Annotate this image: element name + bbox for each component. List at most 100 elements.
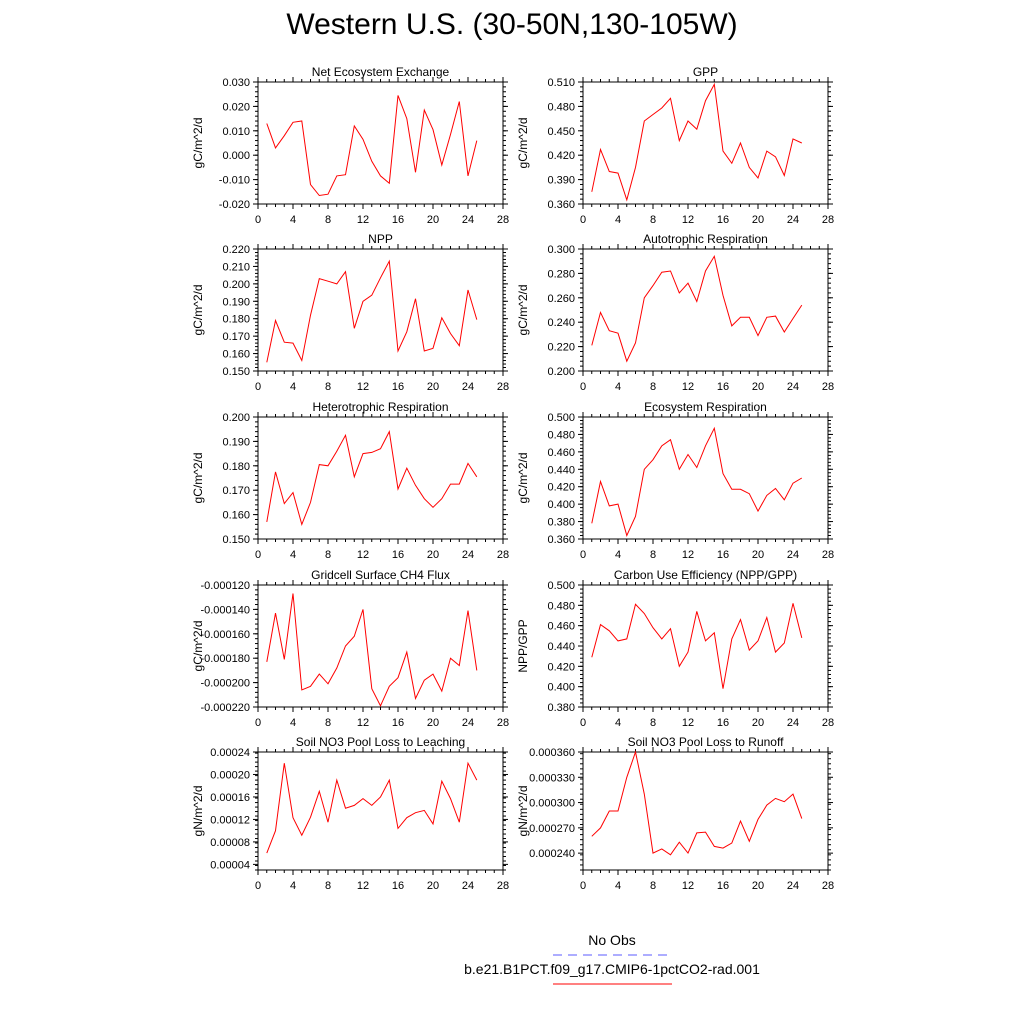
y-tick-label: 0.160 bbox=[222, 349, 250, 361]
x-tick-label: 4 bbox=[615, 880, 621, 892]
x-tick-label: 24 bbox=[787, 717, 799, 729]
x-tick-label: 20 bbox=[427, 717, 439, 729]
x-tick-label: 28 bbox=[822, 549, 834, 561]
x-tick-label: 28 bbox=[497, 880, 509, 892]
x-tick-label: 16 bbox=[392, 717, 404, 729]
y-tick-label: 0.00008 bbox=[210, 837, 250, 849]
x-tick-label: 12 bbox=[682, 880, 694, 892]
y-tick-label: 0.020 bbox=[222, 101, 250, 113]
x-tick-label: 24 bbox=[462, 717, 474, 729]
chart-panel: Soil NO3 Pool Loss to Leaching gN/m^2/d 0 4… bbox=[191, 735, 509, 892]
y-tick-label: 0.010 bbox=[222, 126, 250, 138]
y-tick-label: 0.420 bbox=[547, 661, 575, 673]
panel-title: Soil NO3 Pool Loss to Runoff bbox=[628, 735, 785, 749]
y-tick-label: 0.380 bbox=[547, 517, 575, 529]
plot-frame bbox=[582, 584, 829, 708]
panel-title: GPP bbox=[693, 65, 718, 79]
panel-title: Soil NO3 Pool Loss to Leaching bbox=[296, 735, 465, 749]
y-tick-label: 0.240 bbox=[547, 317, 575, 329]
y-axis-label: gN/m^2/d bbox=[191, 786, 205, 837]
x-tick-label: 0 bbox=[580, 880, 586, 892]
figure-title: Western U.S. (30-50N,130-105W) bbox=[286, 8, 738, 41]
x-tick-label: 4 bbox=[290, 549, 296, 561]
x-tick-label: 8 bbox=[325, 381, 331, 393]
x-tick-label: 12 bbox=[357, 381, 369, 393]
x-tick-label: 24 bbox=[462, 549, 474, 561]
x-tick-label: 12 bbox=[357, 717, 369, 729]
y-axis-label: gC/m^2/d bbox=[516, 285, 530, 336]
y-axis-label: gC/m^2/d bbox=[191, 621, 205, 672]
y-tick-label: 0.360 bbox=[547, 534, 575, 546]
x-tick-label: 28 bbox=[497, 214, 509, 226]
plot-frame bbox=[582, 248, 829, 372]
y-tick-label: 0.440 bbox=[547, 464, 575, 476]
y-tick-label: 0.420 bbox=[547, 150, 575, 162]
y-tick-label: 0.00024 bbox=[210, 747, 250, 759]
x-tick-label: 0 bbox=[255, 381, 261, 393]
x-tick-label: 28 bbox=[497, 717, 509, 729]
y-tick-label: 0.000360 bbox=[529, 747, 575, 759]
y-tick-label: 0.000270 bbox=[529, 823, 575, 835]
x-tick-label: 0 bbox=[580, 381, 586, 393]
x-tick-label: 28 bbox=[497, 549, 509, 561]
panel-title: Gridcell Surface CH4 Flux bbox=[311, 568, 450, 582]
chart-panel: NPP gC/m^2/d 0 4 8 12 16 20 24 28 0.150 0.160 0.170 0… bbox=[191, 232, 509, 393]
y-tick-label: 0.400 bbox=[547, 682, 575, 694]
x-tick-label: 20 bbox=[427, 880, 439, 892]
y-tick-label: 0.260 bbox=[547, 293, 575, 305]
plot-frame bbox=[582, 416, 829, 540]
x-tick-label: 20 bbox=[427, 214, 439, 226]
y-tick-label: 0.000300 bbox=[529, 798, 575, 810]
x-tick-label: 24 bbox=[787, 880, 799, 892]
y-tick-label: 0.000240 bbox=[529, 848, 575, 860]
y-tick-label: -0.000180 bbox=[200, 653, 250, 665]
chart-panel: Soil NO3 Pool Loss to Runoff gN/m^2/d 0 4 8 1… bbox=[516, 735, 834, 892]
y-tick-label: 0.400 bbox=[547, 499, 575, 511]
y-tick-label: 0.00020 bbox=[210, 769, 250, 781]
chart-panel: GPP gC/m^2/d 0 4 8 12 16 20 24 28 0.360 0.390 0.420 0… bbox=[516, 65, 834, 226]
y-tick-label: 0.480 bbox=[547, 600, 575, 612]
y-axis-label: gC/m^2/d bbox=[191, 285, 205, 336]
plot-frame bbox=[257, 81, 504, 205]
series-line bbox=[591, 254, 803, 363]
x-tick-label: 16 bbox=[392, 214, 404, 226]
x-tick-label: 24 bbox=[787, 214, 799, 226]
x-tick-label: 20 bbox=[752, 381, 764, 393]
panel-title: NPP bbox=[368, 232, 393, 246]
y-tick-label: 0.170 bbox=[222, 485, 250, 497]
y-tick-label: 0.170 bbox=[222, 331, 250, 343]
y-tick-label: 0.440 bbox=[547, 641, 575, 653]
plot-frame bbox=[257, 751, 504, 871]
series-line bbox=[591, 750, 803, 856]
panel-title: Carbon Use Efficiency (NPP/GPP) bbox=[614, 568, 797, 582]
y-tick-label: 0.150 bbox=[222, 534, 250, 546]
x-tick-label: 4 bbox=[290, 214, 296, 226]
x-tick-label: 4 bbox=[615, 381, 621, 393]
panel-title: Net Ecosystem Exchange bbox=[312, 65, 450, 79]
y-tick-label: 0.000 bbox=[222, 150, 250, 162]
y-tick-label: 0.220 bbox=[547, 342, 575, 354]
x-tick-label: 12 bbox=[357, 214, 369, 226]
y-tick-label: 0.00012 bbox=[210, 814, 250, 826]
y-axis-label: gC/m^2/d bbox=[516, 453, 530, 504]
x-tick-label: 12 bbox=[682, 717, 694, 729]
panel-title: Ecosystem Respiration bbox=[644, 400, 767, 414]
x-tick-label: 8 bbox=[325, 214, 331, 226]
y-tick-label: 0.190 bbox=[222, 296, 250, 308]
x-tick-label: 24 bbox=[787, 549, 799, 561]
x-tick-label: 4 bbox=[615, 214, 621, 226]
y-tick-label: 0.480 bbox=[547, 101, 575, 113]
y-tick-label: -0.000200 bbox=[200, 678, 250, 690]
x-tick-label: 8 bbox=[650, 549, 656, 561]
y-tick-label: 0.200 bbox=[222, 412, 250, 424]
x-tick-label: 16 bbox=[392, 880, 404, 892]
x-tick-label: 12 bbox=[357, 549, 369, 561]
series-line bbox=[591, 603, 803, 689]
y-axis-label: gC/m^2/d bbox=[516, 118, 530, 169]
y-tick-label: 0.180 bbox=[222, 314, 250, 326]
x-tick-label: 4 bbox=[290, 717, 296, 729]
y-tick-label: 0.200 bbox=[547, 366, 575, 378]
x-tick-label: 0 bbox=[255, 549, 261, 561]
series-line bbox=[266, 95, 478, 197]
x-tick-label: 20 bbox=[427, 381, 439, 393]
